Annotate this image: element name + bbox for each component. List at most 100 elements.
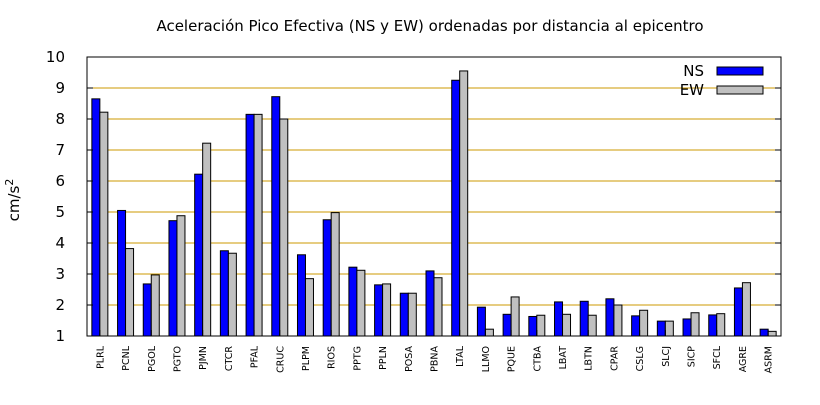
bar-ew-asrm: [767, 330, 777, 337]
bar-ew-lbtn: [587, 314, 597, 337]
x-tick-label: PPLN: [378, 346, 389, 370]
x-tick-label: PGTO: [172, 346, 183, 372]
x-tick-label: PJMN: [198, 346, 209, 370]
bar-ns-plrl: [91, 98, 101, 337]
x-tick-label: LBTN: [584, 346, 595, 371]
bar-ew-ctcr: [227, 252, 237, 337]
y-axis-label-exponent: 2: [3, 179, 16, 186]
x-tick-label: CTCR: [224, 346, 235, 372]
x-tick-label: CTBA: [532, 345, 543, 371]
bar-ns-plpm: [296, 254, 306, 337]
bar-ns-ltal: [451, 79, 461, 337]
bar-ns-agre: [733, 287, 743, 337]
bar-ew-llmo: [484, 328, 494, 337]
bar-ns-cslg: [631, 315, 641, 337]
bar-ns-ppln: [374, 284, 384, 337]
bar-ns-sfcl: [708, 314, 718, 337]
bar-ns-pbna: [425, 270, 435, 337]
x-tick-label: PBNA: [430, 346, 441, 372]
bar-ns-cruc: [271, 96, 281, 337]
legend-swatch-ew: [716, 85, 764, 95]
bar-ns-pjmn: [194, 173, 204, 337]
y-tick-label: 4: [55, 234, 65, 252]
y-tick-label: 7: [55, 141, 65, 159]
bar-ns-pfal: [245, 113, 255, 337]
y-axis-label: cm/s2: [3, 179, 23, 222]
x-tick-label: AGRE: [738, 346, 749, 372]
x-tick-label: RIOS: [327, 346, 338, 369]
y-tick-label: 9: [55, 79, 65, 97]
bar-ns-llmo: [476, 306, 486, 337]
x-tick-label: POSA: [404, 346, 415, 372]
x-tick-label: PLPM: [301, 346, 312, 371]
axis-ticks: 1 2 3 4 5 6 7 8 9 10 PLRL PCNL PGOL PGTO PJMN CTCR PFAL C…: [46, 48, 781, 373]
y-tick-label: 2: [55, 296, 65, 314]
bar-ns-lbat: [554, 301, 564, 337]
bar-ew-pgol: [150, 274, 160, 337]
bar-ew-pptg: [356, 269, 366, 337]
bar-ns-lbtn: [579, 300, 589, 337]
bar-ew-slcj: [664, 320, 674, 337]
bar-ew-pbna: [433, 277, 443, 337]
bar-ns-cpar: [605, 298, 615, 337]
x-tick-label: PPTG: [352, 346, 363, 371]
bar-ew-cruc: [279, 118, 289, 337]
x-tick-label: CSLG: [635, 346, 646, 371]
x-tick-label: PFAL: [250, 345, 261, 368]
x-tick-label: CRUC: [275, 346, 286, 373]
x-tick-label: CPAR: [609, 346, 620, 371]
bar-ns-posa: [399, 292, 409, 337]
bar-ew-ppln: [382, 283, 392, 337]
x-tick-label: LLMO: [481, 346, 492, 372]
bar-ew-ctba: [536, 314, 546, 337]
x-tick-label: PQUE: [507, 346, 518, 372]
y-tick-label: 3: [55, 265, 65, 283]
y-tick-label: 1: [55, 327, 65, 345]
legend-label-ns: NS: [683, 62, 704, 80]
y-tick-label: 10: [46, 48, 65, 66]
x-tick-label: SFCL: [712, 345, 723, 369]
x-tick-label: SICP: [687, 346, 698, 367]
bar-ns-slcj: [656, 320, 666, 337]
chart-title: Aceleración Pico Efectiva (NS y EW) orde…: [156, 17, 703, 35]
bars: [91, 70, 777, 337]
bar-ns-pque: [502, 313, 512, 337]
x-tick-label: LTAL: [455, 345, 466, 367]
bar-ns-ctba: [528, 315, 538, 337]
y-tick-label: 5: [55, 203, 65, 221]
legend-swatch-ns: [716, 66, 764, 76]
legend-label-ew: EW: [680, 81, 704, 99]
bar-ns-sicp: [682, 318, 692, 337]
bar-ns-rios: [322, 219, 332, 337]
y-axis-label-unit: cm/s: [5, 185, 23, 221]
bar-ns-pgto: [168, 220, 178, 337]
bar-ew-rios: [330, 212, 340, 337]
bar-ns-pcnl: [117, 209, 127, 337]
bar-ew-pque: [510, 296, 520, 337]
bar-ew-plrl: [99, 111, 109, 337]
bar-ew-ltal: [459, 70, 469, 337]
x-tick-label: ASRM: [764, 346, 775, 373]
bar-ew-cslg: [639, 309, 649, 337]
bar-ew-posa: [407, 292, 417, 337]
bar-ew-pjmn: [202, 142, 212, 337]
bar-ns-pgol: [142, 283, 152, 337]
bar-ew-sfcl: [716, 313, 726, 337]
y-tick-label: 8: [55, 110, 65, 128]
y-tick-label: 6: [55, 172, 65, 190]
x-tick-label: LBAT: [558, 346, 569, 370]
bar-ew-agre: [741, 282, 751, 337]
bar-ew-pcnl: [125, 248, 135, 337]
x-tick-label: PCNL: [121, 345, 132, 370]
bar-ew-cpar: [613, 304, 623, 337]
bar-ns-pptg: [348, 266, 358, 337]
x-tick-label: PGOL: [147, 345, 158, 372]
bar-ew-pfal: [253, 113, 263, 337]
bar-ew-lbat: [562, 313, 572, 337]
x-tick-label: PLRL: [95, 345, 106, 369]
bar-ew-pgto: [176, 215, 186, 337]
bar-ew-sicp: [690, 312, 700, 337]
